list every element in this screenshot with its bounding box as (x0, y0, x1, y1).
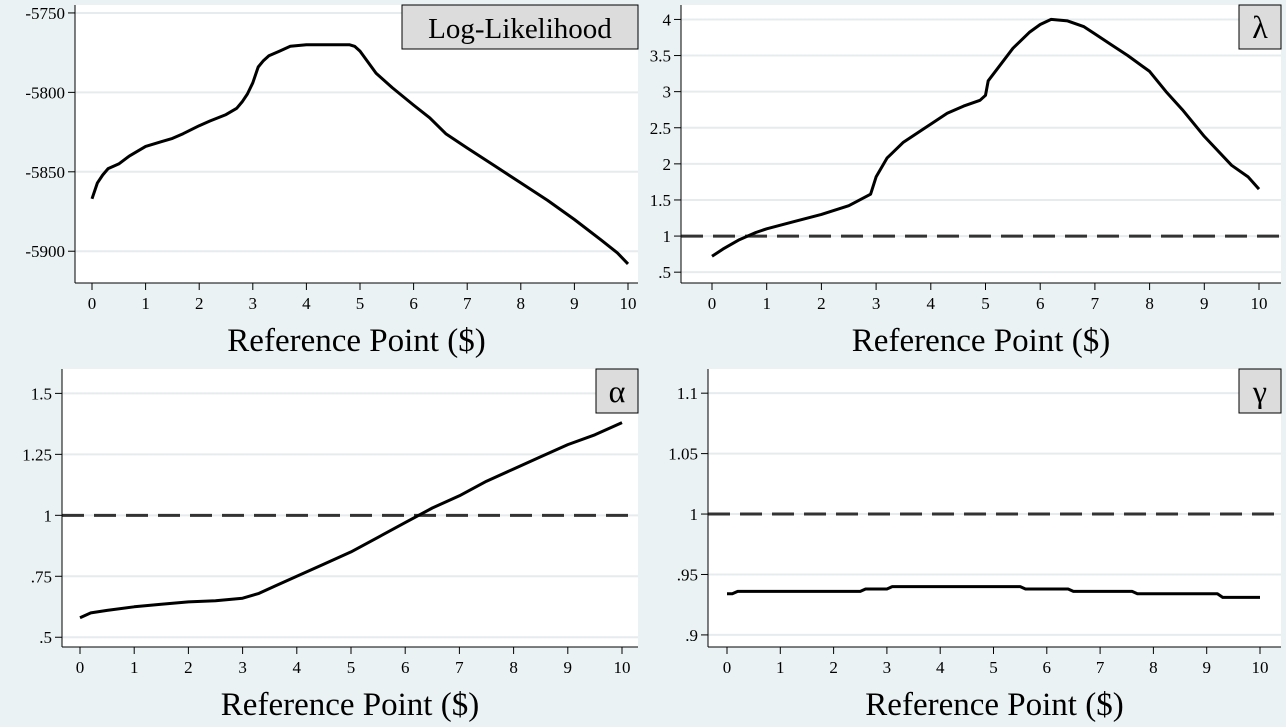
y-tick-label: .95 (677, 565, 698, 584)
chart-alpha: .5 .75 1 1.25 1.5 0 1 2 3 4 5 6 7 8 9 10 Reference Point… (22, 368, 639, 723)
x-tick-label: 4 (293, 658, 302, 677)
x-tick-label: 0 (76, 658, 85, 677)
x-tick-label: 8 (1145, 294, 1154, 313)
x-tick-label: 8 (1149, 658, 1158, 677)
x-tick-label: 5 (981, 294, 990, 313)
legend-label: α (609, 373, 626, 409)
y-tick-label: 2.5 (650, 119, 671, 138)
x-tick-label: 0 (723, 658, 732, 677)
series-line (727, 585, 1260, 599)
x-tick-label: 4 (927, 294, 936, 313)
x-tick-label: 2 (817, 294, 826, 313)
x-tick-label: 10 (1252, 658, 1269, 677)
x-tick-label: 4 (302, 294, 311, 313)
x-tick-label: 3 (883, 658, 892, 677)
plot-area (708, 369, 1281, 647)
x-tick-label: 6 (409, 294, 418, 313)
x-tick-label: 5 (356, 294, 365, 313)
x-tick-label: 8 (517, 294, 526, 313)
legend-box (1238, 368, 1282, 414)
y-tick-label: 1.5 (31, 384, 52, 403)
x-tick-label: 5 (989, 658, 998, 677)
x-tick-label: 1 (130, 658, 139, 677)
x-tick-label: 9 (564, 658, 573, 677)
x-tick-label: 7 (1091, 294, 1100, 313)
x-tick-label: 2 (195, 294, 204, 313)
legend-label: Log-Likelihood (428, 13, 612, 45)
chart-log-likelihood: -5750 -5800 -5850 -5900 0 1 2 3 4 5 6 7 8 9 10 Referenc… (25, 4, 639, 359)
y-tick-label: 1.25 (22, 445, 52, 464)
x-tick-label: 1 (776, 658, 785, 677)
plot-area (75, 5, 638, 283)
panel-lambda: .5 1 1.5 2 2.5 3 3.5 4 0 1 2 3 4 5 6 7 8 9 10 Reference Poi… (643, 0, 1286, 364)
chart-lambda: .5 1 1.5 2 2.5 3 3.5 4 0 1 2 3 4 5 6 7 8 9 10 Reference Poi… (650, 4, 1282, 359)
y-tick-label: 3 (663, 83, 672, 102)
x-tick-label: 10 (620, 294, 637, 313)
y-tick-label: .5 (658, 263, 671, 282)
legend-box (1238, 4, 1282, 50)
series-line (90, 43, 630, 265)
x-tick-label: 7 (455, 658, 464, 677)
plot-area (681, 5, 1281, 283)
y-tick-label: 1.05 (668, 445, 698, 464)
y-tick-label: -5850 (25, 163, 65, 182)
panel-log-likelihood: -5750 -5800 -5850 -5900 0 1 2 3 4 5 6 7 8 9 10 Referenc… (0, 0, 643, 364)
x-tick-label: 4 (936, 658, 945, 677)
legend-label: γ (1252, 373, 1267, 409)
x-axis-title: Reference Point ($) (852, 323, 1110, 359)
y-tick-label: 1.5 (650, 191, 671, 210)
x-tick-label: 3 (238, 658, 247, 677)
y-tick-label: 4 (663, 10, 672, 29)
panel-alpha: .5 .75 1 1.25 1.5 0 1 2 3 4 5 6 7 8 9 10 Reference Point… (0, 364, 643, 727)
x-tick-label: 8 (509, 658, 518, 677)
chart-gamma: .9 .95 1 1.05 1.1 0 1 2 3 4 5 6 7 8 9 10 Reference Point… (668, 368, 1282, 723)
panel-gamma: .9 .95 1 1.05 1.1 0 1 2 3 4 5 6 7 8 9 10 Reference Point… (643, 364, 1286, 727)
y-tick-label: 1 (44, 506, 53, 525)
x-tick-label: 9 (1202, 658, 1211, 677)
x-tick-label: 7 (463, 294, 472, 313)
x-tick-label: 1 (762, 294, 771, 313)
x-tick-label: 0 (88, 294, 97, 313)
y-tick-label: 1 (663, 227, 672, 246)
x-tick-label: 3 (872, 294, 881, 313)
y-tick-label: 3.5 (650, 47, 671, 66)
y-tick-label: .5 (39, 628, 52, 647)
legend-label: λ (1252, 9, 1268, 45)
x-tick-label: 5 (347, 658, 356, 677)
y-tick-label: 1.1 (677, 384, 698, 403)
x-tick-label: 7 (1096, 658, 1105, 677)
x-tick-label: 2 (829, 658, 838, 677)
x-axis-title: Reference Point ($) (865, 687, 1123, 723)
y-tick-label: .75 (31, 567, 52, 586)
series-line (711, 17, 1261, 258)
x-tick-label: 10 (1251, 294, 1268, 313)
x-tick-label: 10 (614, 658, 631, 677)
x-tick-label: 6 (1043, 658, 1052, 677)
legend-box (401, 4, 639, 50)
x-tick-label: 3 (249, 294, 258, 313)
plot-area (62, 369, 638, 647)
y-tick-label: 1 (690, 505, 699, 524)
y-tick-label: .9 (685, 626, 698, 645)
x-tick-label: 6 (1036, 294, 1045, 313)
y-tick-label: 2 (663, 155, 672, 174)
legend-box (595, 368, 639, 414)
x-axis-title: Reference Point ($) (227, 323, 485, 359)
series-line (79, 421, 623, 620)
x-tick-label: 9 (1200, 294, 1209, 313)
x-tick-label: 6 (401, 658, 410, 677)
y-tick-label: -5800 (25, 83, 65, 102)
x-tick-label: 2 (184, 658, 193, 677)
x-tick-label: 9 (570, 294, 579, 313)
y-tick-label: -5900 (25, 242, 65, 261)
x-tick-label: 0 (708, 294, 717, 313)
x-tick-label: 1 (141, 294, 150, 313)
y-tick-label: -5750 (25, 4, 65, 23)
x-axis-title: Reference Point ($) (221, 687, 479, 723)
